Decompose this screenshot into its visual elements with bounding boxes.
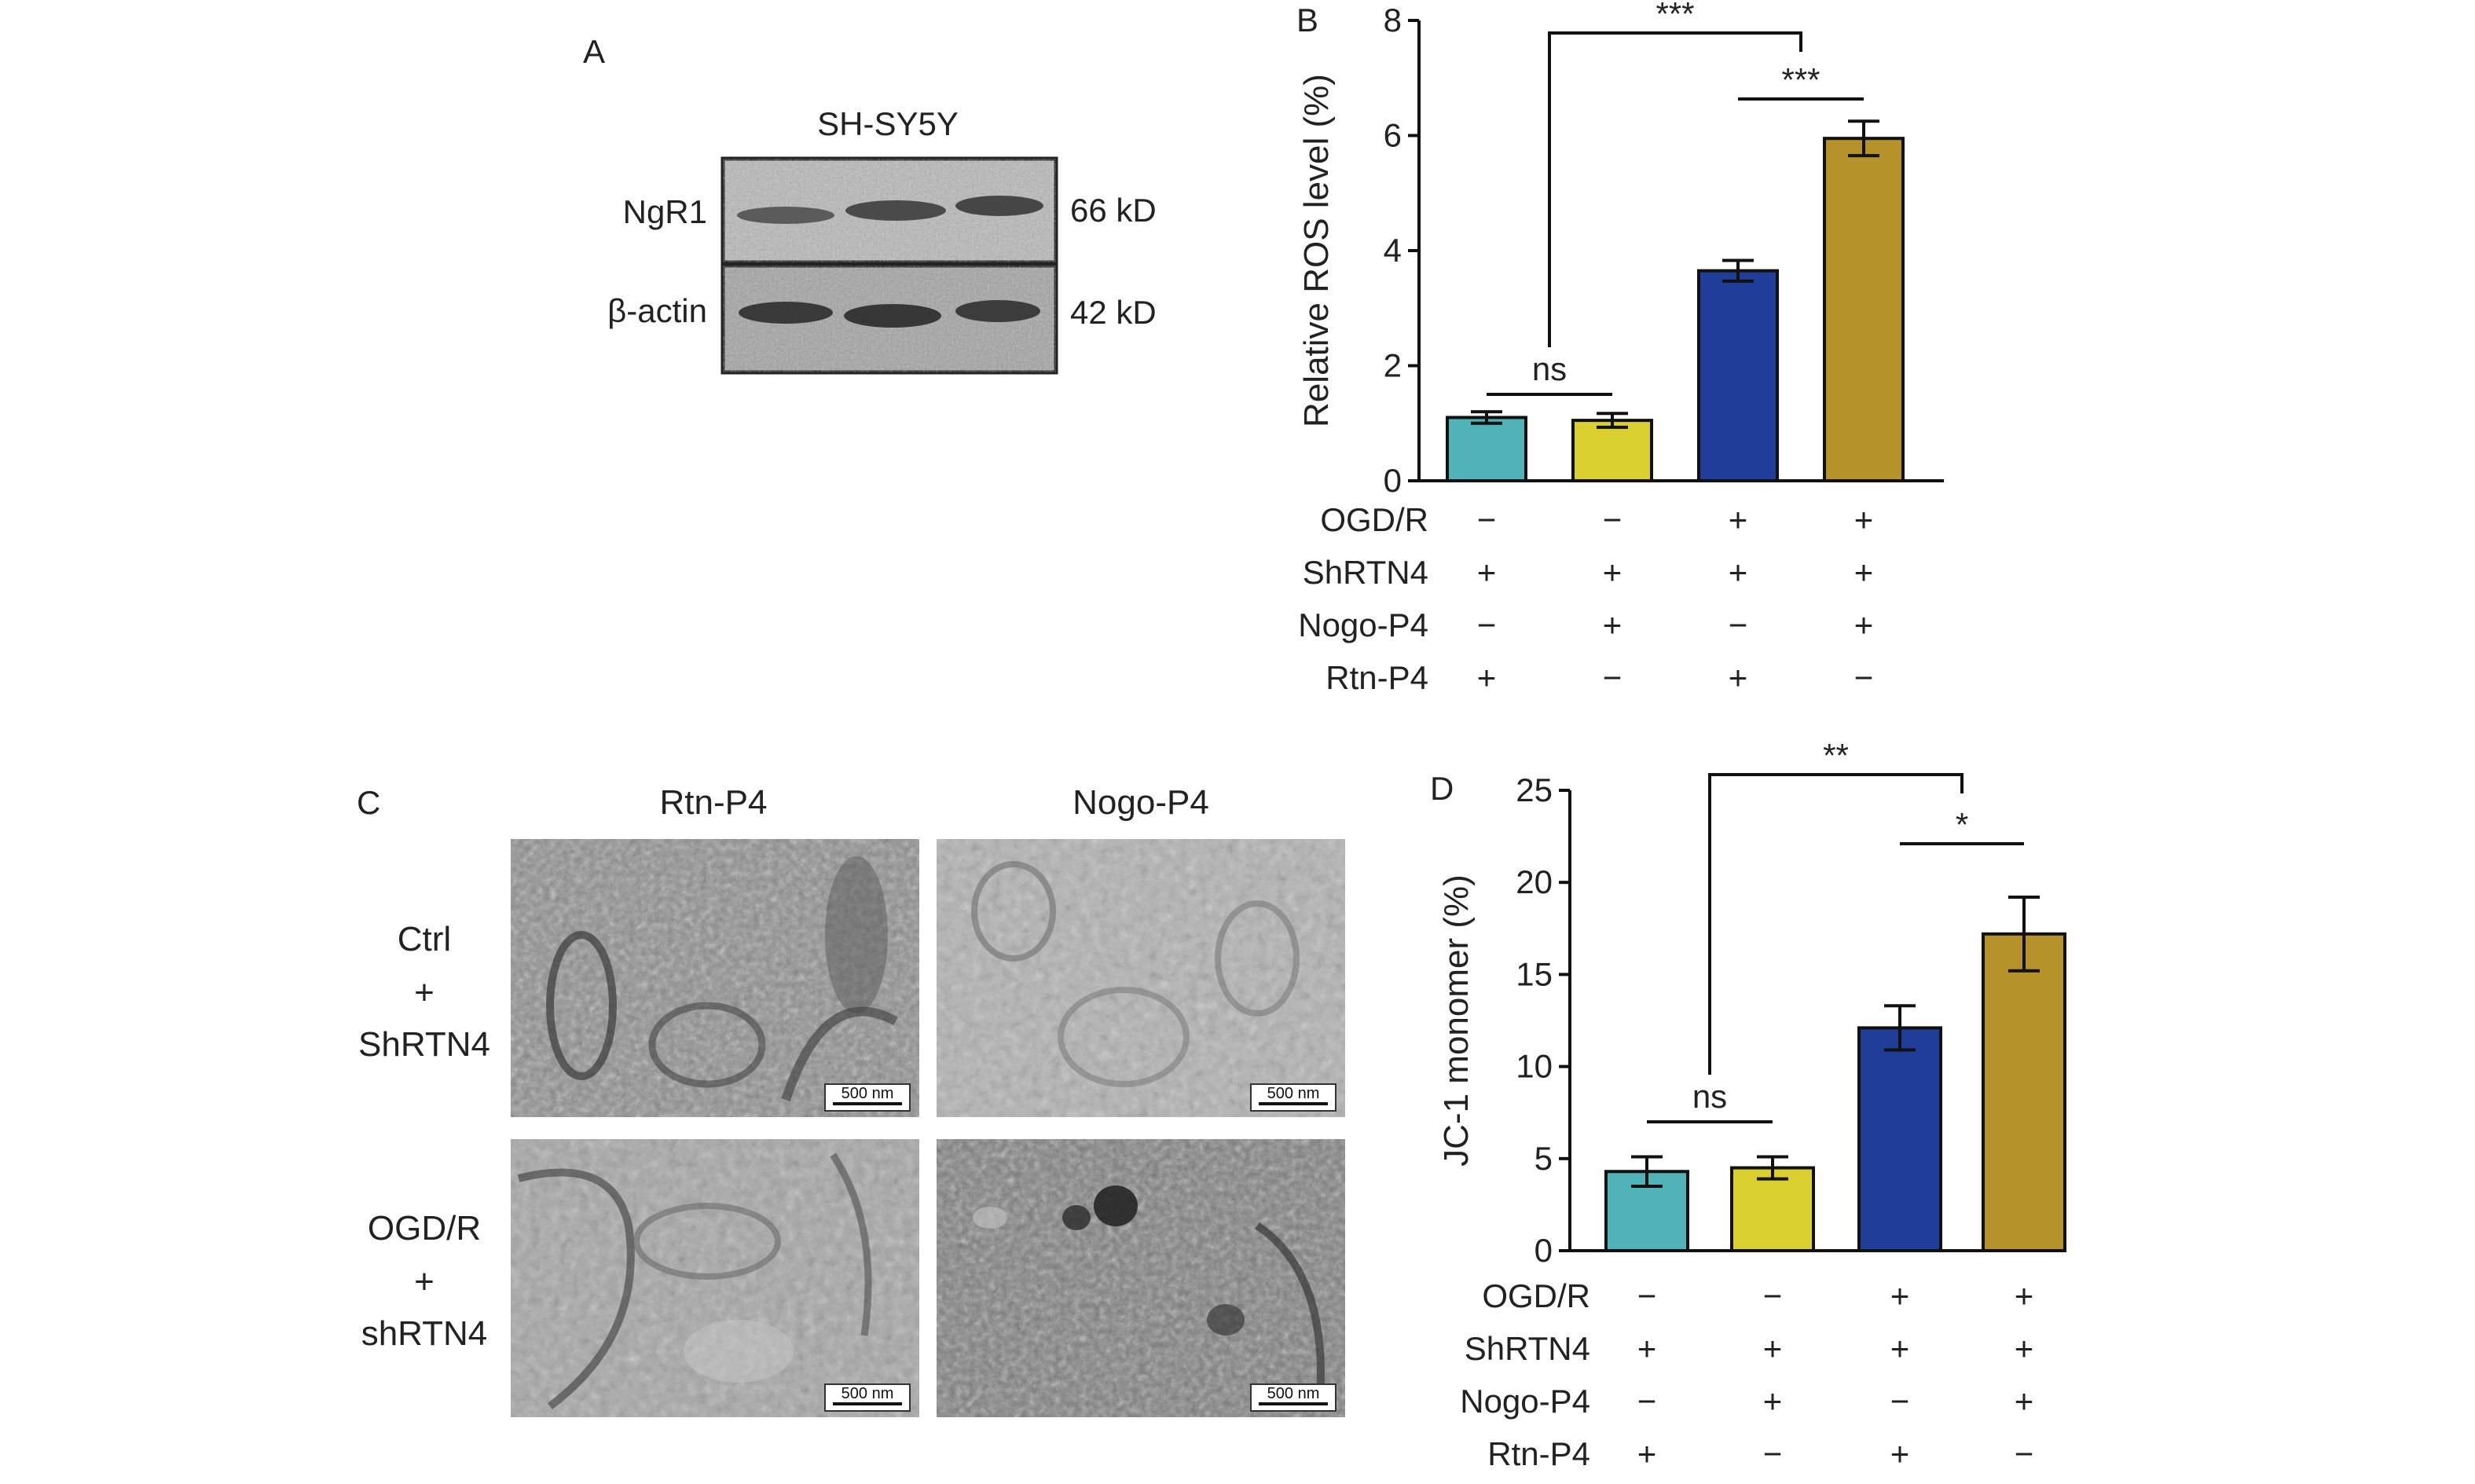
significance-label: * [1956, 806, 1968, 843]
treatment-label: ShRTN4 [1465, 1330, 1590, 1367]
column-label-nogo-p4: Nogo-P4 [1072, 783, 1209, 822]
y-tick-label: 25 [1516, 771, 1553, 808]
treatment-label: ShRTN4 [1303, 554, 1428, 591]
micrograph-ogdr-rtn-p4: 500 nm [511, 1139, 919, 1417]
treatment-mark: + [1477, 659, 1497, 696]
treatment-mark: + [1637, 1330, 1657, 1367]
y-tick-label: 20 [1516, 863, 1553, 900]
treatment-mark: + [2015, 1383, 2034, 1420]
y-tick-label: 5 [1534, 1140, 1553, 1177]
significance-label: ns [1532, 350, 1567, 387]
treatment-label: Rtn-P4 [1487, 1435, 1590, 1472]
bar [1857, 1026, 1942, 1252]
panel-a: A SH-SY5Y NgR1 66 kD β-actin 42 kD [583, 33, 1157, 375]
blot-beta-actin [720, 263, 1058, 375]
y-tick-label: 15 [1516, 955, 1553, 992]
row2-label-line1: OGD/R [368, 1209, 481, 1248]
scale-bar-label: 500 nm [842, 1085, 894, 1102]
treatment-mark: + [1854, 554, 1874, 591]
treatment-label: Nogo-P4 [1298, 606, 1428, 643]
treatment-mark: − [1729, 606, 1748, 643]
treatment-mark: + [1637, 1435, 1657, 1472]
treatment-mark: + [1854, 606, 1874, 643]
scale-bar-label: 500 nm [1267, 1085, 1320, 1102]
y-tick-label: 2 [1384, 347, 1402, 384]
treatment-mark: − [2015, 1435, 2034, 1472]
treatment-mark: + [1729, 659, 1748, 696]
panel-a-letter: A [583, 33, 605, 70]
chart-b: B 0 2 4 6 8 Relative ROS level (%) OGD/R − − + + ShR… [1296, 0, 1944, 696]
bar [1446, 416, 1527, 482]
band-label-ngr1: NgR1 [623, 193, 707, 230]
row2-label-line2: + [414, 1262, 434, 1301]
treatment-mark: + [1763, 1383, 1783, 1420]
band-size-beta-actin: 42 kD [1070, 294, 1157, 331]
panel-letter: D [1430, 770, 1454, 807]
band-label-beta-actin: β-actin [607, 292, 707, 329]
y-axis-label: JC-1 monomer (%) [1437, 874, 1476, 1167]
treatment-mark: + [1854, 501, 1874, 538]
scale-bar-label: 500 nm [1267, 1385, 1320, 1402]
treatment-mark: + [1477, 554, 1497, 591]
cell-line-label: SH-SY5Y [817, 105, 959, 142]
chart-d: D 0 5 10 15 20 25 JC-1 monomer (%) OGD/R − − + + ShRT… [1430, 737, 2066, 1472]
bar [1697, 269, 1779, 482]
treatment-mark: − [1477, 501, 1497, 538]
treatment-label: Rtn-P4 [1326, 659, 1428, 696]
treatment-mark: + [1890, 1330, 1910, 1367]
bar [1982, 932, 2066, 1253]
band-size-ngr1: 66 kD [1070, 192, 1157, 229]
micrograph-ctrl-nogo-p4: 500 nm [937, 839, 1345, 1117]
treatment-mark: + [1890, 1277, 1910, 1314]
treatment-mark: − [1637, 1277, 1657, 1314]
panel-c: C Rtn-P4 Nogo-P4 Ctrl + ShRTN4 OGD/R + s… [357, 783, 1345, 1417]
bar [1823, 137, 1905, 482]
significance-bracket [1548, 31, 1802, 347]
treatment-mark: − [1854, 659, 1874, 696]
blot-ngr1 [720, 156, 1058, 265]
y-tick-label: 0 [1384, 462, 1402, 499]
column-label-rtn-p4: Rtn-P4 [660, 783, 768, 822]
significance-label: ns [1692, 1078, 1727, 1115]
y-tick-label: 4 [1384, 232, 1402, 269]
treatment-mark: − [1477, 606, 1497, 643]
micrograph-ctrl-rtn-p4: 500 nm [511, 839, 919, 1117]
y-tick-label: 6 [1384, 117, 1402, 154]
panel-letter: B [1296, 2, 1318, 38]
treatment-mark: + [1890, 1435, 1910, 1472]
treatment-mark: + [1603, 606, 1622, 643]
treatment-mark: − [1603, 659, 1622, 696]
micrograph-ogdr-nogo-p4: 500 nm [937, 1139, 1345, 1417]
row1-label-line1: Ctrl [398, 920, 451, 958]
treatment-mark: + [2015, 1277, 2034, 1314]
significance-label: ** [1823, 737, 1849, 774]
treatment-mark: + [1603, 554, 1622, 591]
treatment-mark: + [1729, 501, 1748, 538]
significance-bracket [1708, 773, 1964, 1075]
treatment-label: OGD/R [1482, 1277, 1590, 1314]
treatment-mark: + [1763, 1330, 1783, 1367]
y-tick-label: 8 [1384, 2, 1402, 38]
treatment-mark: − [1603, 501, 1622, 538]
y-tick-label: 0 [1534, 1232, 1553, 1269]
scale-bar-label: 500 nm [842, 1385, 894, 1402]
treatment-mark: − [1637, 1383, 1657, 1420]
treatment-label: Nogo-P4 [1460, 1383, 1590, 1420]
treatment-mark: + [1729, 554, 1748, 591]
bar [1571, 419, 1653, 483]
y-axis-label: Relative ROS level (%) [1297, 74, 1336, 427]
treatment-label: OGD/R [1320, 501, 1428, 538]
treatment-mark: + [2015, 1330, 2034, 1367]
row1-label-line3: ShRTN4 [358, 1025, 490, 1064]
significance-label: *** [1781, 61, 1820, 98]
y-tick-label: 10 [1516, 1048, 1553, 1085]
treatment-mark: − [1763, 1435, 1783, 1472]
row2-label-line3: shRTN4 [361, 1314, 488, 1353]
row1-label-line2: + [414, 973, 434, 1012]
panel-c-letter: C [357, 784, 380, 821]
significance-label: *** [1656, 0, 1694, 32]
treatment-mark: − [1890, 1383, 1910, 1420]
treatment-mark: − [1763, 1277, 1783, 1314]
